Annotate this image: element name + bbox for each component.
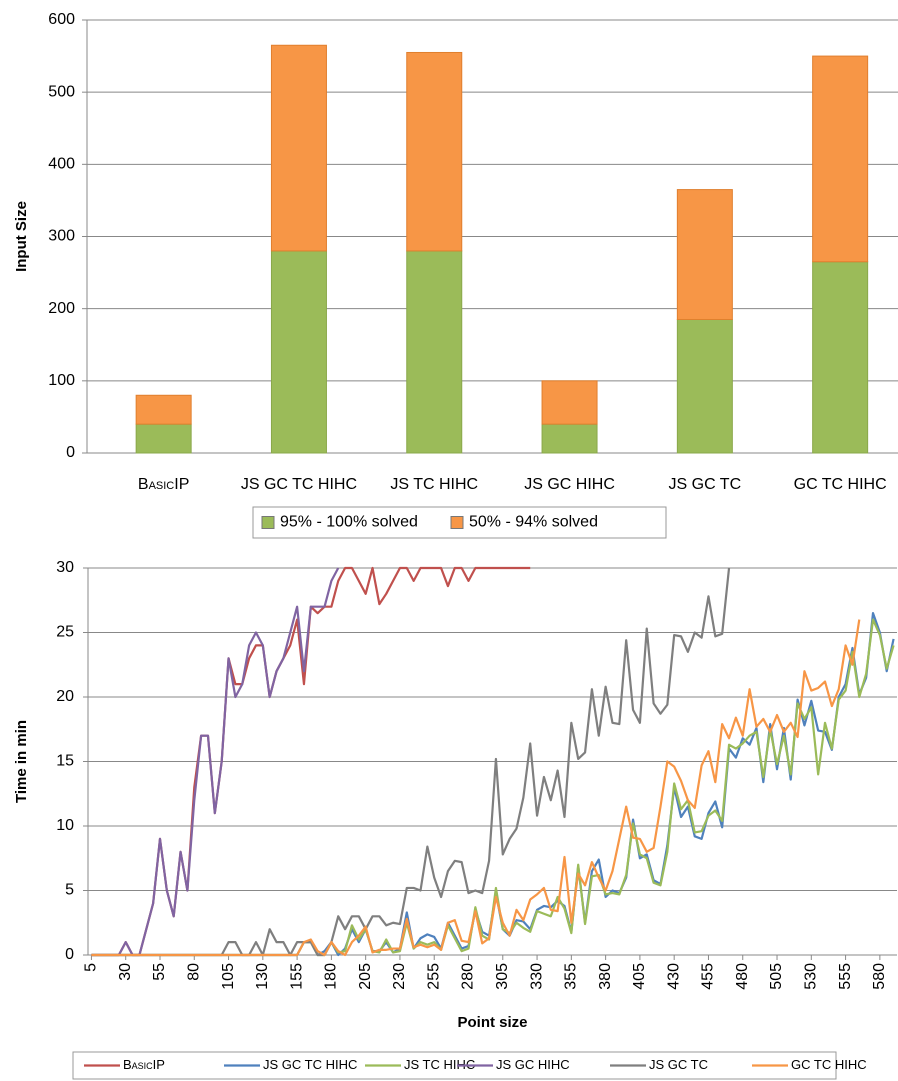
- legend-swatch: [261, 516, 275, 529]
- x-tick-label: 205: [357, 963, 374, 990]
- x-tick-label: 280: [460, 963, 477, 990]
- legend-label: JS GC HIHC: [496, 1057, 570, 1072]
- legend-label: GC TC HIHC: [791, 1057, 867, 1072]
- y-tick-label: 15: [56, 753, 74, 770]
- y-tick-label: 300: [48, 228, 75, 245]
- legend-box: [72, 1051, 837, 1080]
- bar-segment: [135, 394, 192, 425]
- legend-label: BasicIP: [123, 1057, 165, 1072]
- y-axis-title: Input Size: [13, 201, 30, 272]
- x-tick-label: GC TC HIHC: [794, 476, 887, 493]
- x-tick-label: 55: [151, 963, 168, 981]
- x-tick-label: 455: [700, 963, 717, 990]
- x-tick-label: 180: [323, 963, 340, 990]
- y-tick-label: 5: [65, 882, 74, 899]
- y-tick-label: 30: [56, 559, 74, 576]
- y-tick-label: 0: [66, 444, 75, 461]
- x-axis-title: Point size: [457, 1014, 527, 1031]
- x-tick-label: 80: [185, 963, 202, 981]
- legend-label: JS GC TC: [649, 1057, 708, 1072]
- y-tick-label: 200: [48, 300, 75, 317]
- legend-label: JS TC HIHC: [404, 1057, 475, 1072]
- y-tick-label: 10: [56, 817, 74, 834]
- x-tick-label: 130: [254, 963, 271, 990]
- y-tick-label: 500: [48, 83, 75, 100]
- y-tick-label: 400: [48, 156, 75, 173]
- y-tick-label: 0: [65, 946, 74, 963]
- x-tick-label: 105: [220, 963, 237, 990]
- x-tick-label: 255: [425, 963, 442, 990]
- legend-swatch: [450, 516, 464, 529]
- x-tick-label: 380: [597, 963, 614, 990]
- x-tick-label: JS GC HIHC: [524, 476, 615, 493]
- x-tick-label: 30: [117, 963, 134, 981]
- legend-label: 50% - 94% solved: [469, 514, 598, 531]
- y-axis-title: Time in min: [13, 720, 30, 803]
- bar-segment: [541, 380, 598, 425]
- y-tick-label: 25: [56, 624, 74, 641]
- y-tick-label: 20: [56, 688, 74, 705]
- x-tick-label: 505: [768, 963, 785, 990]
- x-tick-label: 155: [288, 963, 305, 990]
- bar-segment: [406, 250, 463, 454]
- x-tick-label: 405: [631, 963, 648, 990]
- y-tick-label: 600: [48, 11, 75, 28]
- x-tick-label: 230: [391, 963, 408, 990]
- bar-segment: [541, 423, 598, 454]
- legend-label: 95% - 100% solved: [280, 514, 418, 531]
- bar-segment: [406, 51, 463, 252]
- x-tick-label: 355: [563, 963, 580, 990]
- x-tick-label: 5: [83, 963, 100, 972]
- bar-segment: [812, 261, 869, 454]
- bar-segment: [270, 250, 327, 454]
- x-tick-label: BasicIP: [138, 476, 189, 493]
- x-tick-label: 330: [528, 963, 545, 990]
- bar-segment: [812, 55, 869, 263]
- x-tick-label: 480: [734, 963, 751, 990]
- y-tick-label: 100: [48, 372, 75, 389]
- legend-label: JS GC TC HIHC: [263, 1057, 357, 1072]
- x-tick-label: 555: [837, 963, 854, 990]
- bar-segment: [676, 189, 733, 320]
- x-tick-label: 430: [665, 963, 682, 990]
- bar-segment: [270, 44, 327, 252]
- x-tick-label: JS GC TC HIHC: [241, 476, 357, 493]
- x-tick-label: 305: [494, 963, 511, 990]
- x-tick-label: 530: [803, 963, 820, 990]
- bar-segment: [135, 423, 192, 454]
- series-line: [91, 619, 861, 957]
- x-tick-label: 580: [871, 963, 888, 990]
- x-tick-label: JS GC TC: [669, 476, 742, 493]
- x-tick-label: JS TC HIHC: [390, 476, 478, 493]
- bar-segment: [676, 318, 733, 454]
